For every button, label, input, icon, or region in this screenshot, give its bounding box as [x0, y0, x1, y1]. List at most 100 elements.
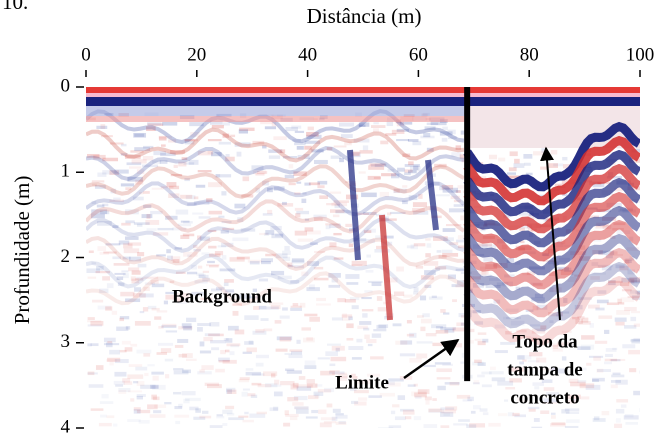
speckle — [224, 290, 235, 296]
speckle — [435, 326, 443, 329]
speckle — [425, 253, 431, 258]
speckle — [197, 371, 212, 375]
speckle — [144, 282, 155, 285]
speckle — [175, 420, 181, 425]
speckle — [351, 151, 360, 156]
speckle — [417, 389, 430, 395]
speckle — [185, 139, 199, 142]
speckle — [166, 182, 177, 187]
speckle — [363, 230, 372, 234]
speckle — [358, 397, 368, 401]
speckle — [561, 330, 572, 333]
speckle — [503, 281, 513, 287]
speckle — [125, 298, 141, 303]
speckle — [388, 425, 402, 428]
speckle — [385, 133, 397, 136]
speckle — [560, 270, 574, 276]
reflection-band — [86, 271, 465, 307]
speckle — [440, 407, 455, 410]
speckle — [152, 396, 160, 401]
speckle — [458, 419, 470, 422]
speckle — [245, 371, 262, 376]
speckle — [620, 297, 635, 303]
speckle — [109, 361, 114, 366]
speckle — [337, 376, 347, 381]
speckle — [167, 255, 173, 261]
speckle — [252, 330, 267, 335]
speckle — [313, 391, 324, 397]
speckle — [414, 392, 427, 398]
speckle — [344, 299, 356, 303]
speckle — [208, 182, 222, 188]
speckle — [274, 320, 282, 324]
speckle — [102, 203, 109, 207]
speckle — [293, 171, 307, 176]
speckle — [528, 408, 536, 412]
speckle — [354, 401, 367, 406]
y-tick-label: 3 — [61, 331, 71, 352]
speckle — [87, 317, 95, 321]
speckle — [208, 245, 217, 249]
speckle — [373, 128, 379, 133]
speckle — [396, 128, 409, 132]
speckle — [137, 252, 145, 257]
speckle — [170, 149, 186, 154]
speckle — [87, 153, 100, 158]
speckle — [565, 411, 580, 414]
speckle — [175, 209, 189, 215]
speckle — [180, 220, 190, 223]
speckle — [146, 126, 156, 132]
speckle — [271, 233, 284, 239]
speckle — [275, 233, 284, 237]
reflection-band — [86, 109, 465, 145]
speckle — [452, 299, 457, 303]
speckle — [481, 371, 492, 375]
speckle — [564, 408, 580, 412]
speckle — [113, 380, 125, 385]
speckle — [198, 216, 211, 219]
speckle — [168, 139, 177, 143]
speckle — [491, 377, 506, 382]
speckle — [181, 157, 188, 161]
speckle — [112, 256, 122, 260]
speckle — [595, 224, 609, 229]
speckle — [169, 185, 180, 190]
speckle — [434, 362, 451, 365]
speckle — [610, 359, 621, 362]
speckle — [473, 276, 481, 280]
speckle — [510, 320, 525, 326]
speckle — [320, 417, 336, 421]
speckle — [575, 319, 583, 324]
speckle — [357, 379, 373, 385]
speckle — [252, 288, 258, 292]
speckle — [279, 315, 290, 319]
speckle — [551, 412, 556, 415]
speckle — [151, 394, 157, 400]
speckle — [209, 322, 220, 327]
speckle — [288, 354, 303, 359]
speckle — [189, 406, 199, 411]
speckle — [329, 242, 337, 248]
speckle — [397, 167, 405, 172]
speckle — [207, 260, 215, 264]
speckle — [566, 394, 581, 400]
speckle — [326, 403, 333, 408]
speckle — [550, 423, 566, 427]
speckle — [106, 415, 115, 419]
speckle — [204, 333, 220, 337]
speckle — [358, 171, 366, 174]
speckle — [90, 343, 99, 347]
speckle — [109, 199, 125, 203]
speckle — [132, 196, 144, 201]
speckle — [282, 250, 291, 256]
speckle — [290, 384, 299, 390]
arrow — [540, 146, 561, 321]
speckle — [263, 232, 270, 236]
speckle — [380, 218, 397, 221]
speckle — [221, 242, 234, 248]
speckle — [557, 368, 567, 374]
speckle — [147, 122, 162, 126]
speckle — [270, 384, 282, 387]
speckle — [143, 145, 154, 149]
speckle — [602, 224, 612, 229]
